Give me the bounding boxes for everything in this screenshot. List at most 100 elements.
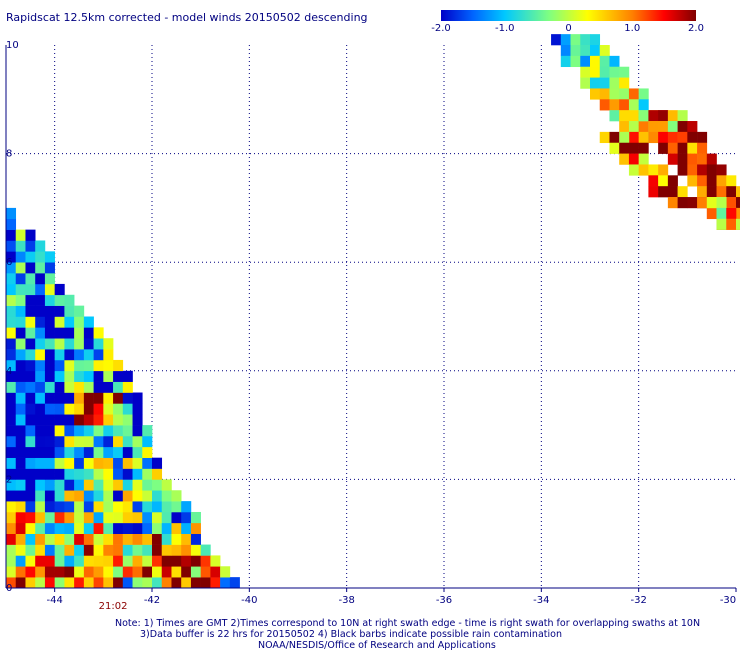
wind-cell bbox=[200, 566, 211, 578]
y-tick-label: 10 bbox=[6, 40, 19, 51]
wind-cell bbox=[44, 262, 55, 274]
wind-cell bbox=[122, 501, 133, 513]
swath-time-label: 21:02 bbox=[99, 601, 128, 612]
wind-cell bbox=[83, 446, 94, 458]
wind-cell bbox=[726, 186, 737, 198]
wind-cell bbox=[220, 577, 231, 589]
x-tick-label: -40 bbox=[241, 595, 257, 606]
wind-cell bbox=[25, 240, 36, 252]
wind-cell bbox=[15, 403, 26, 415]
wind-cell bbox=[687, 164, 698, 176]
wind-cell bbox=[93, 446, 104, 458]
wind-cell bbox=[44, 381, 55, 393]
wind-cell bbox=[15, 316, 26, 328]
colorbar: -2.0 -1.0 0 1.0 2.0 bbox=[431, 10, 704, 34]
wind-cell bbox=[113, 522, 124, 534]
wind-cell bbox=[551, 34, 562, 46]
wind-cell bbox=[35, 566, 46, 578]
wind-cell bbox=[93, 435, 104, 448]
wind-cell bbox=[93, 392, 104, 404]
wind-cell bbox=[93, 403, 104, 415]
wind-cell bbox=[15, 229, 26, 241]
wind-cell bbox=[697, 164, 708, 176]
wind-cell bbox=[687, 175, 698, 187]
wind-cell bbox=[6, 501, 17, 513]
wind-cell bbox=[25, 468, 36, 480]
wind-cell bbox=[697, 175, 708, 187]
wind-cell bbox=[560, 45, 571, 57]
wind-cell bbox=[25, 490, 36, 502]
wind-cell bbox=[181, 533, 192, 545]
wind-cell bbox=[35, 522, 46, 534]
wind-cell bbox=[35, 294, 46, 306]
wind-cell bbox=[103, 544, 114, 556]
wind-cell bbox=[619, 77, 630, 89]
wind-cell bbox=[44, 544, 55, 556]
wind-cell bbox=[64, 457, 75, 469]
wind-cell bbox=[74, 327, 85, 339]
wind-cell bbox=[113, 533, 124, 545]
wind-cell bbox=[229, 577, 240, 589]
wind-cell bbox=[113, 425, 124, 437]
wind-cell bbox=[44, 533, 55, 545]
wind-cell bbox=[25, 403, 36, 415]
wind-cell bbox=[83, 370, 94, 382]
wind-cell bbox=[210, 566, 221, 578]
wind-cell bbox=[6, 555, 17, 567]
wind-cell bbox=[93, 490, 104, 502]
wind-cell bbox=[122, 381, 133, 393]
wind-cell bbox=[44, 305, 55, 317]
wind-cell bbox=[25, 533, 36, 545]
wind-cell bbox=[15, 414, 26, 426]
wind-cell bbox=[93, 338, 104, 350]
wind-cell bbox=[74, 511, 85, 524]
wind-cell bbox=[25, 229, 36, 241]
wind-cell bbox=[142, 435, 153, 448]
wind-cell bbox=[560, 55, 571, 68]
wind-cell bbox=[580, 66, 591, 78]
wind-cell bbox=[181, 555, 192, 567]
wind-cell bbox=[142, 501, 153, 513]
wind-cell bbox=[83, 457, 94, 469]
wind-cell bbox=[181, 544, 192, 556]
wind-cell bbox=[15, 544, 26, 556]
wind-cell bbox=[74, 381, 85, 393]
wind-cell bbox=[35, 251, 46, 263]
wind-cell bbox=[599, 66, 610, 78]
wind-cell bbox=[6, 566, 17, 578]
wind-cell bbox=[6, 392, 17, 404]
wind-cell bbox=[590, 45, 601, 57]
wind-cell bbox=[687, 142, 698, 154]
wind-cell bbox=[103, 403, 114, 415]
wind-cell bbox=[667, 153, 678, 165]
wind-cell bbox=[726, 197, 737, 209]
wind-cell bbox=[15, 479, 26, 491]
wind-cell bbox=[44, 414, 55, 426]
wind-cell bbox=[15, 338, 26, 350]
wind-cell bbox=[103, 501, 114, 513]
wind-cell bbox=[132, 414, 143, 426]
wind-cell bbox=[74, 370, 85, 382]
wind-cell bbox=[54, 403, 65, 415]
wind-cell bbox=[64, 511, 75, 524]
wind-cell bbox=[590, 55, 601, 68]
wind-cell bbox=[93, 414, 104, 426]
wind-cell bbox=[64, 392, 75, 404]
wind-cell bbox=[54, 392, 65, 404]
wind-cell bbox=[599, 55, 610, 68]
wind-cell bbox=[103, 435, 114, 448]
wind-cell bbox=[103, 566, 114, 578]
wind-cell bbox=[74, 305, 85, 317]
wind-cell bbox=[54, 435, 65, 448]
wind-cell bbox=[113, 446, 124, 458]
y-tick-label: 0 bbox=[6, 583, 12, 594]
wind-cell bbox=[83, 522, 94, 534]
wind-cell bbox=[54, 327, 65, 339]
wind-cell bbox=[132, 555, 143, 567]
wind-cell bbox=[599, 45, 610, 57]
wind-cell bbox=[580, 45, 591, 57]
wind-cell bbox=[113, 435, 124, 448]
x-tick-label: -42 bbox=[144, 595, 160, 606]
wind-cell bbox=[638, 153, 649, 165]
wind-cell bbox=[64, 577, 75, 589]
